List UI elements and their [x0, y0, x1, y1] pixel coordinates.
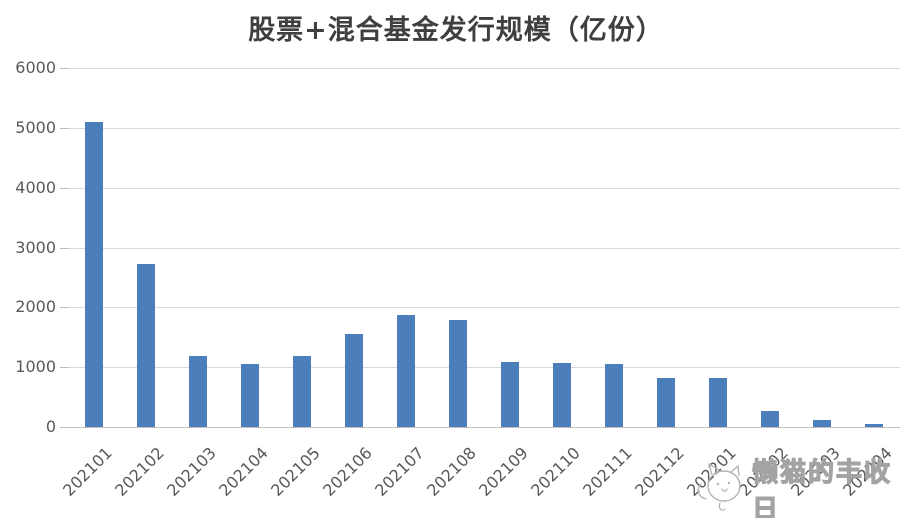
y-axis-tick — [60, 307, 68, 308]
gridline — [68, 307, 900, 308]
x-axis-label: 202101 — [59, 443, 116, 500]
x-axis-label: 202202 — [735, 443, 792, 500]
y-axis-tick — [60, 188, 68, 189]
gridline — [68, 188, 900, 189]
x-axis-label: 202104 — [215, 443, 272, 500]
bar-202203 — [813, 420, 831, 427]
bar-202202 — [761, 411, 779, 427]
x-axis-label: 202203 — [787, 443, 844, 500]
y-axis-label: 6000 — [15, 58, 56, 77]
bar-202102 — [137, 264, 155, 427]
bar-202110 — [553, 363, 571, 427]
y-axis-label: 4000 — [15, 178, 56, 197]
bar-202112 — [657, 378, 675, 427]
x-axis-label: 202201 — [683, 443, 740, 500]
bar-202111 — [605, 364, 623, 427]
gridline — [68, 128, 900, 129]
x-axis-label: 202112 — [631, 443, 688, 500]
bar-202105 — [293, 356, 311, 427]
chart-title: 股票+混合基金发行规模（亿份） — [248, 15, 664, 46]
x-axis-label: 202108 — [423, 443, 480, 500]
bar-202204 — [865, 424, 883, 427]
bar-202101 — [85, 122, 103, 427]
x-axis-label: 202110 — [527, 443, 584, 500]
x-axis-label: 202105 — [267, 443, 324, 500]
bar-202107 — [397, 315, 415, 427]
bar-202103 — [189, 356, 207, 427]
x-axis-label: 202204 — [839, 443, 896, 500]
gridline — [68, 68, 900, 69]
x-axis-label: 202107 — [371, 443, 428, 500]
bar-202108 — [449, 320, 467, 427]
x-axis-line — [68, 427, 900, 428]
y-axis-label: 1000 — [15, 357, 56, 376]
bar-202109 — [501, 362, 519, 427]
gridline — [68, 248, 900, 249]
bar-202104 — [241, 364, 259, 427]
y-axis-label: 0 — [45, 417, 56, 436]
y-axis-label: 5000 — [15, 118, 56, 137]
y-axis-tick — [60, 248, 68, 249]
y-axis-tick — [60, 128, 68, 129]
y-axis-tick — [60, 68, 68, 69]
y-axis-label: 3000 — [15, 238, 56, 257]
x-axis-label: 202102 — [111, 443, 168, 500]
x-axis-label: 202111 — [579, 443, 636, 500]
x-axis-label: 202103 — [163, 443, 220, 500]
y-axis-tick — [60, 367, 68, 368]
bar-202106 — [345, 334, 363, 427]
y-axis-label: 2000 — [15, 297, 56, 316]
gridline — [68, 367, 900, 368]
y-axis-tick — [60, 427, 68, 428]
bar-202201 — [709, 378, 727, 427]
x-axis-label: 202109 — [475, 443, 532, 500]
x-axis-label: 202106 — [319, 443, 376, 500]
